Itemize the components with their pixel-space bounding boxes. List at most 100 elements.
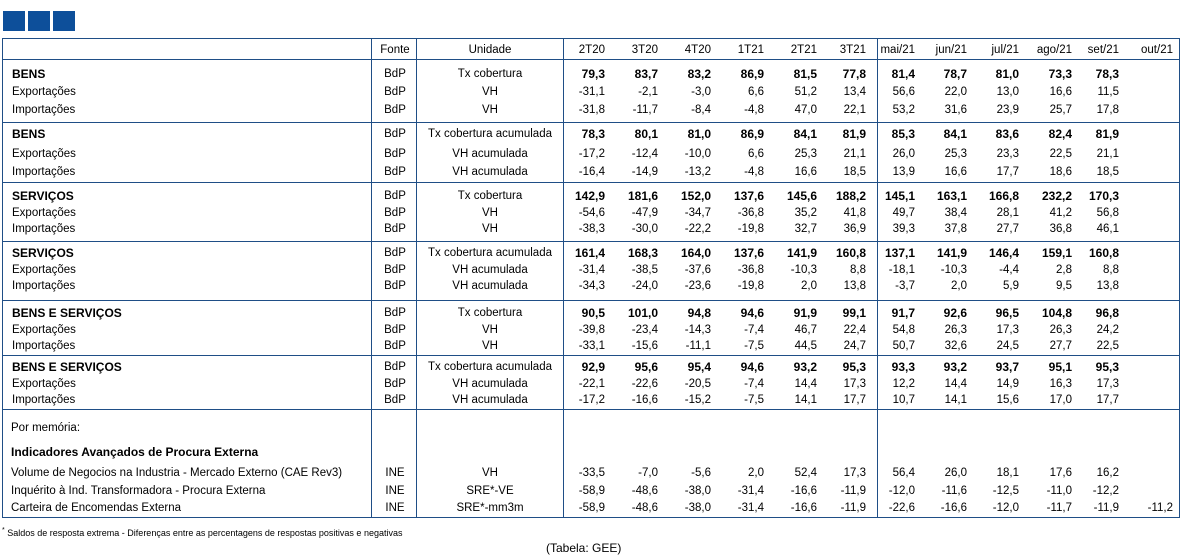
row-label: Exportações bbox=[12, 378, 76, 390]
value-cell: -31,4 bbox=[737, 485, 764, 497]
value-cell: 96,5 bbox=[995, 306, 1019, 320]
value-cell: 92,6 bbox=[943, 306, 967, 320]
value-cell: 18,6 bbox=[1049, 166, 1072, 178]
footnote-text: Saldos de resposta extrema - Diferenças … bbox=[7, 528, 403, 538]
value-cell: 83,7 bbox=[634, 67, 658, 81]
value-cell: 21,1 bbox=[1096, 148, 1119, 160]
value-cell: -31,1 bbox=[578, 86, 605, 98]
value-cell: 81,5 bbox=[793, 67, 817, 81]
value-cell: 81,9 bbox=[1095, 127, 1119, 141]
fonte-cell: BdP bbox=[384, 166, 406, 178]
row-label: Volume de Negocios na Industria - Mercad… bbox=[11, 467, 343, 479]
value-cell: -3,0 bbox=[691, 86, 711, 98]
value-cell: 95,1 bbox=[1048, 360, 1072, 374]
row-label: Importações bbox=[12, 340, 76, 352]
value-cell: -22,2 bbox=[684, 223, 711, 235]
grid-line bbox=[2, 300, 1180, 301]
data-table: Fonte Unidade 2T20 3T20 4T20 1T21 2T21 3T21 mai/… bbox=[2, 38, 1180, 518]
value-cell: -15,2 bbox=[684, 394, 711, 406]
period-header: 4T20 bbox=[684, 44, 711, 56]
unidade-cell: VH acumulada bbox=[452, 394, 528, 406]
value-cell: -11,7 bbox=[1046, 502, 1072, 514]
unidade-cell: SRE*-VE bbox=[466, 485, 514, 497]
period-header: set/21 bbox=[1087, 44, 1119, 56]
value-cell: -33,5 bbox=[578, 467, 605, 479]
value-cell: 56,6 bbox=[892, 86, 915, 98]
value-cell: 93,3 bbox=[891, 360, 915, 374]
value-cell: 5,9 bbox=[1003, 280, 1019, 292]
value-cell: 24,2 bbox=[1096, 324, 1119, 336]
value-cell: 73,3 bbox=[1048, 67, 1072, 81]
grid-line bbox=[2, 182, 1180, 183]
value-cell: 104,8 bbox=[1041, 306, 1072, 320]
row-label: Exportações bbox=[12, 207, 76, 219]
value-cell: -34,3 bbox=[578, 280, 605, 292]
fonte-header: Fonte bbox=[380, 44, 410, 56]
value-cell: 39,3 bbox=[892, 223, 915, 235]
value-cell: 14,4 bbox=[944, 378, 967, 390]
fonte-cell: BdP bbox=[384, 207, 406, 219]
value-cell: -22,1 bbox=[578, 378, 605, 390]
value-cell: -13,2 bbox=[684, 166, 711, 178]
value-cell: 137,6 bbox=[733, 246, 764, 260]
value-cell: 92,9 bbox=[581, 360, 605, 374]
fonte-cell: BdP bbox=[384, 148, 406, 160]
value-cell: -38,5 bbox=[631, 264, 658, 276]
value-cell: -4,8 bbox=[744, 166, 764, 178]
section-heading: SERVIÇOS bbox=[12, 189, 74, 203]
value-cell: 44,5 bbox=[794, 340, 817, 352]
fonte-cell: INE bbox=[385, 485, 405, 497]
value-cell: 49,7 bbox=[892, 207, 915, 219]
value-cell: 32,7 bbox=[794, 223, 817, 235]
value-cell: 90,5 bbox=[581, 306, 605, 320]
unidade-cell: Tx cobertura bbox=[457, 68, 523, 80]
value-cell: 17,8 bbox=[1096, 104, 1119, 116]
unidade-cell: SRE*-mm3m bbox=[456, 502, 524, 514]
value-cell: 91,9 bbox=[793, 306, 817, 320]
value-cell: -4,8 bbox=[744, 104, 764, 116]
value-cell: 83,2 bbox=[687, 67, 711, 81]
grid-line bbox=[371, 39, 372, 517]
value-cell: -31,4 bbox=[578, 264, 605, 276]
value-cell: 94,6 bbox=[740, 306, 764, 320]
row-label: Importações bbox=[12, 166, 76, 178]
value-cell: 36,8 bbox=[1049, 223, 1072, 235]
value-cell: -24,0 bbox=[631, 280, 658, 292]
value-cell: 17,7 bbox=[843, 394, 866, 406]
value-cell: 78,7 bbox=[943, 67, 967, 81]
value-cell: 137,6 bbox=[733, 189, 764, 203]
value-cell: 232,2 bbox=[1041, 189, 1072, 203]
grid-line bbox=[2, 59, 1180, 60]
value-cell: -33,1 bbox=[578, 340, 605, 352]
value-cell: -16,6 bbox=[790, 502, 817, 514]
value-cell: -16,6 bbox=[631, 394, 658, 406]
value-cell: -10,3 bbox=[940, 264, 967, 276]
value-cell: -7,4 bbox=[744, 324, 764, 336]
value-cell: 24,7 bbox=[843, 340, 866, 352]
value-cell: 81,0 bbox=[687, 127, 711, 141]
fonte-cell: BdP bbox=[384, 104, 406, 116]
value-cell: 160,8 bbox=[1088, 246, 1119, 260]
unidade-cell: VH acumulada bbox=[452, 148, 528, 160]
value-cell: 22,0 bbox=[944, 86, 967, 98]
value-cell: 163,1 bbox=[936, 189, 967, 203]
value-cell: 166,8 bbox=[988, 189, 1019, 203]
value-cell: 54,8 bbox=[892, 324, 915, 336]
value-cell: 26,3 bbox=[1049, 324, 1072, 336]
value-cell: -16,6 bbox=[790, 485, 817, 497]
value-cell: -54,6 bbox=[578, 207, 605, 219]
value-cell: -10,0 bbox=[684, 148, 711, 160]
value-cell: -22,6 bbox=[631, 378, 658, 390]
value-cell: 27,7 bbox=[1049, 340, 1072, 352]
grid-line bbox=[2, 122, 1180, 123]
value-cell: -10,3 bbox=[790, 264, 817, 276]
fonte-cell: BdP bbox=[384, 68, 406, 80]
value-cell: -17,2 bbox=[578, 394, 605, 406]
value-cell: 2,8 bbox=[1056, 264, 1072, 276]
value-cell: 141,9 bbox=[786, 246, 817, 260]
value-cell: 17,7 bbox=[1096, 394, 1119, 406]
grid-line bbox=[416, 39, 417, 517]
value-cell: 25,3 bbox=[794, 148, 817, 160]
value-cell: -58,9 bbox=[578, 485, 605, 497]
value-cell: 81,9 bbox=[842, 127, 866, 141]
